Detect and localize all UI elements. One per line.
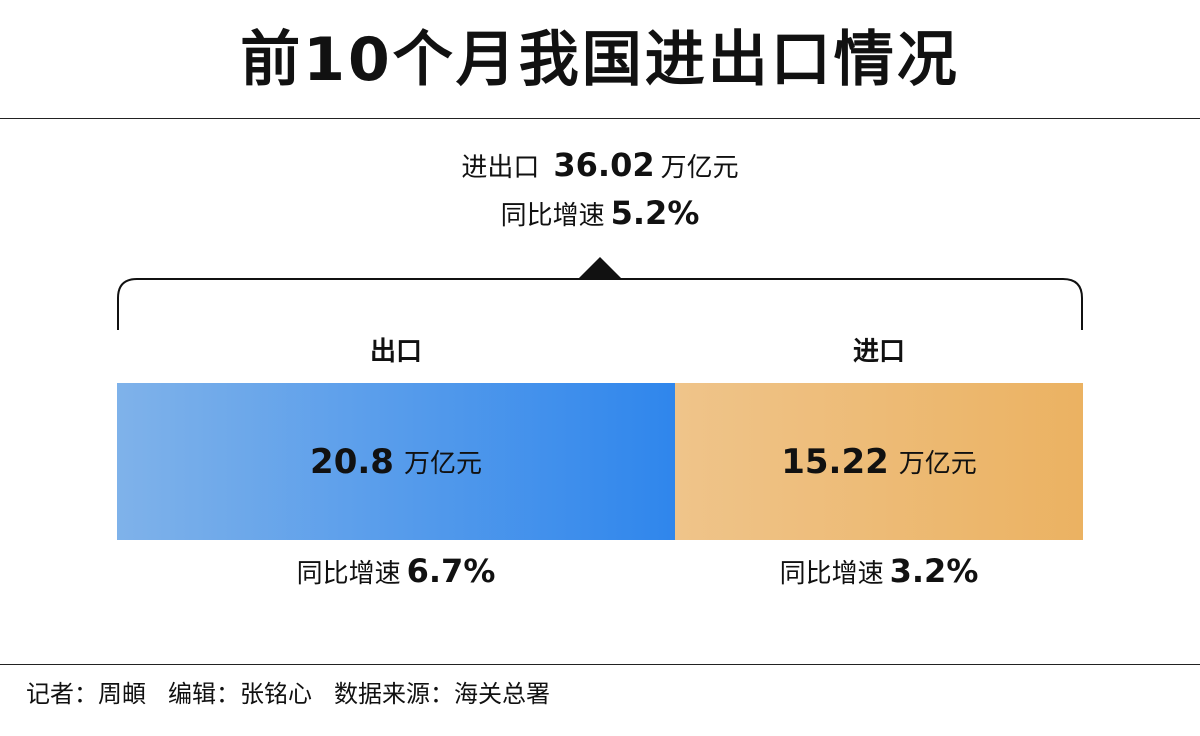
export-category-label: 出口	[369, 337, 422, 367]
export-value-label: 20.8	[310, 441, 394, 482]
total-value: 36.02	[553, 146, 655, 184]
export-unit-label: 万亿元	[403, 449, 482, 479]
page-title: 前10个月我国进出口情况	[240, 25, 960, 95]
import-growth: 同比增速 3.2%	[679, 552, 1079, 590]
stacked-bar: 20.8 万亿元 15.22 万亿元	[117, 383, 1083, 540]
total-growth-label: 同比增速	[500, 201, 605, 231]
top-divider	[0, 118, 1200, 119]
reporter-credit: 记者：周頔	[26, 680, 146, 708]
import-growth-value: 3.2%	[889, 552, 979, 590]
bracket-pointer-triangle	[578, 257, 622, 279]
import-unit-label: 万亿元	[898, 449, 977, 479]
bottom-divider	[0, 664, 1200, 665]
total-label: 进出口	[461, 153, 540, 183]
source-credit: 数据来源：海关总署	[334, 680, 550, 708]
bracket-line	[117, 278, 1083, 330]
import-bar: 15.22 万亿元	[675, 383, 1083, 540]
import-category-label: 进口	[852, 337, 905, 367]
export-growth-label: 同比增速	[296, 559, 401, 589]
total-bracket	[117, 257, 1083, 330]
editor-credit: 编辑：张铭心	[168, 680, 312, 708]
export-growth-value: 6.7%	[406, 552, 496, 590]
export-bar: 20.8 万亿元	[117, 383, 675, 540]
import-growth-label: 同比增速	[779, 559, 884, 589]
credits: 记者：周頔 编辑：张铭心 数据来源：海关总署	[26, 676, 550, 712]
export-growth: 同比增速 6.7%	[196, 552, 596, 590]
total-unit: 万亿元	[660, 153, 739, 183]
total-growth-value: 5.2%	[610, 194, 700, 232]
import-value-label: 15.22	[781, 441, 889, 482]
total-value-line: 进出口 36.02 万亿元	[0, 146, 1200, 184]
total-growth-line: 同比增速 5.2%	[0, 194, 1200, 232]
